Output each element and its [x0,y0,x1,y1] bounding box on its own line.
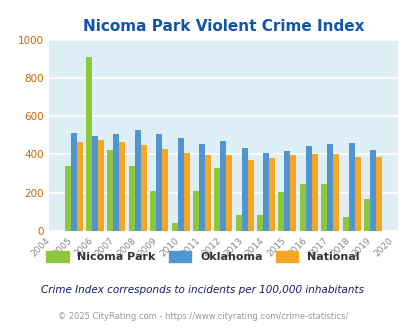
Bar [247,160,253,231]
Bar [162,149,168,231]
Bar [119,142,125,231]
Text: © 2025 CityRating.com - https://www.cityrating.com/crime-statistics/: © 2025 CityRating.com - https://www.city… [58,312,347,321]
Text: Crime Index corresponds to incidents per 100,000 inhabitants: Crime Index corresponds to incidents per… [41,285,364,295]
Bar [177,138,183,231]
Bar [141,145,146,231]
Bar [220,141,226,231]
Bar [214,168,220,231]
Bar [320,184,326,231]
Bar [171,223,177,231]
Bar [369,150,375,231]
Bar [290,155,296,231]
Legend: Nicoma Park, Oklahoma, National: Nicoma Park, Oklahoma, National [42,247,363,266]
Bar [192,191,198,231]
Bar [269,158,274,231]
Bar [305,146,311,231]
Bar [86,57,92,231]
Bar [107,150,113,231]
Bar [134,130,141,231]
Bar [128,166,134,231]
Bar [311,154,317,231]
Bar [226,155,232,231]
Bar [156,134,162,231]
Bar [326,144,333,231]
Bar [235,215,241,231]
Bar [284,150,290,231]
Bar [198,144,205,231]
Bar [92,136,98,231]
Bar [348,143,354,231]
Bar [375,157,381,231]
Bar [150,191,156,231]
Bar [64,166,70,231]
Bar [183,153,189,231]
Bar [77,142,82,231]
Bar [70,133,77,231]
Bar [333,154,339,231]
Bar [256,215,262,231]
Title: Nicoma Park Violent Crime Index: Nicoma Park Violent Crime Index [82,19,363,34]
Bar [354,157,360,231]
Bar [205,155,210,231]
Bar [241,148,247,231]
Bar [342,216,348,231]
Bar [262,153,269,231]
Bar [278,192,284,231]
Bar [299,184,305,231]
Bar [113,134,119,231]
Bar [363,199,369,231]
Bar [98,140,104,231]
